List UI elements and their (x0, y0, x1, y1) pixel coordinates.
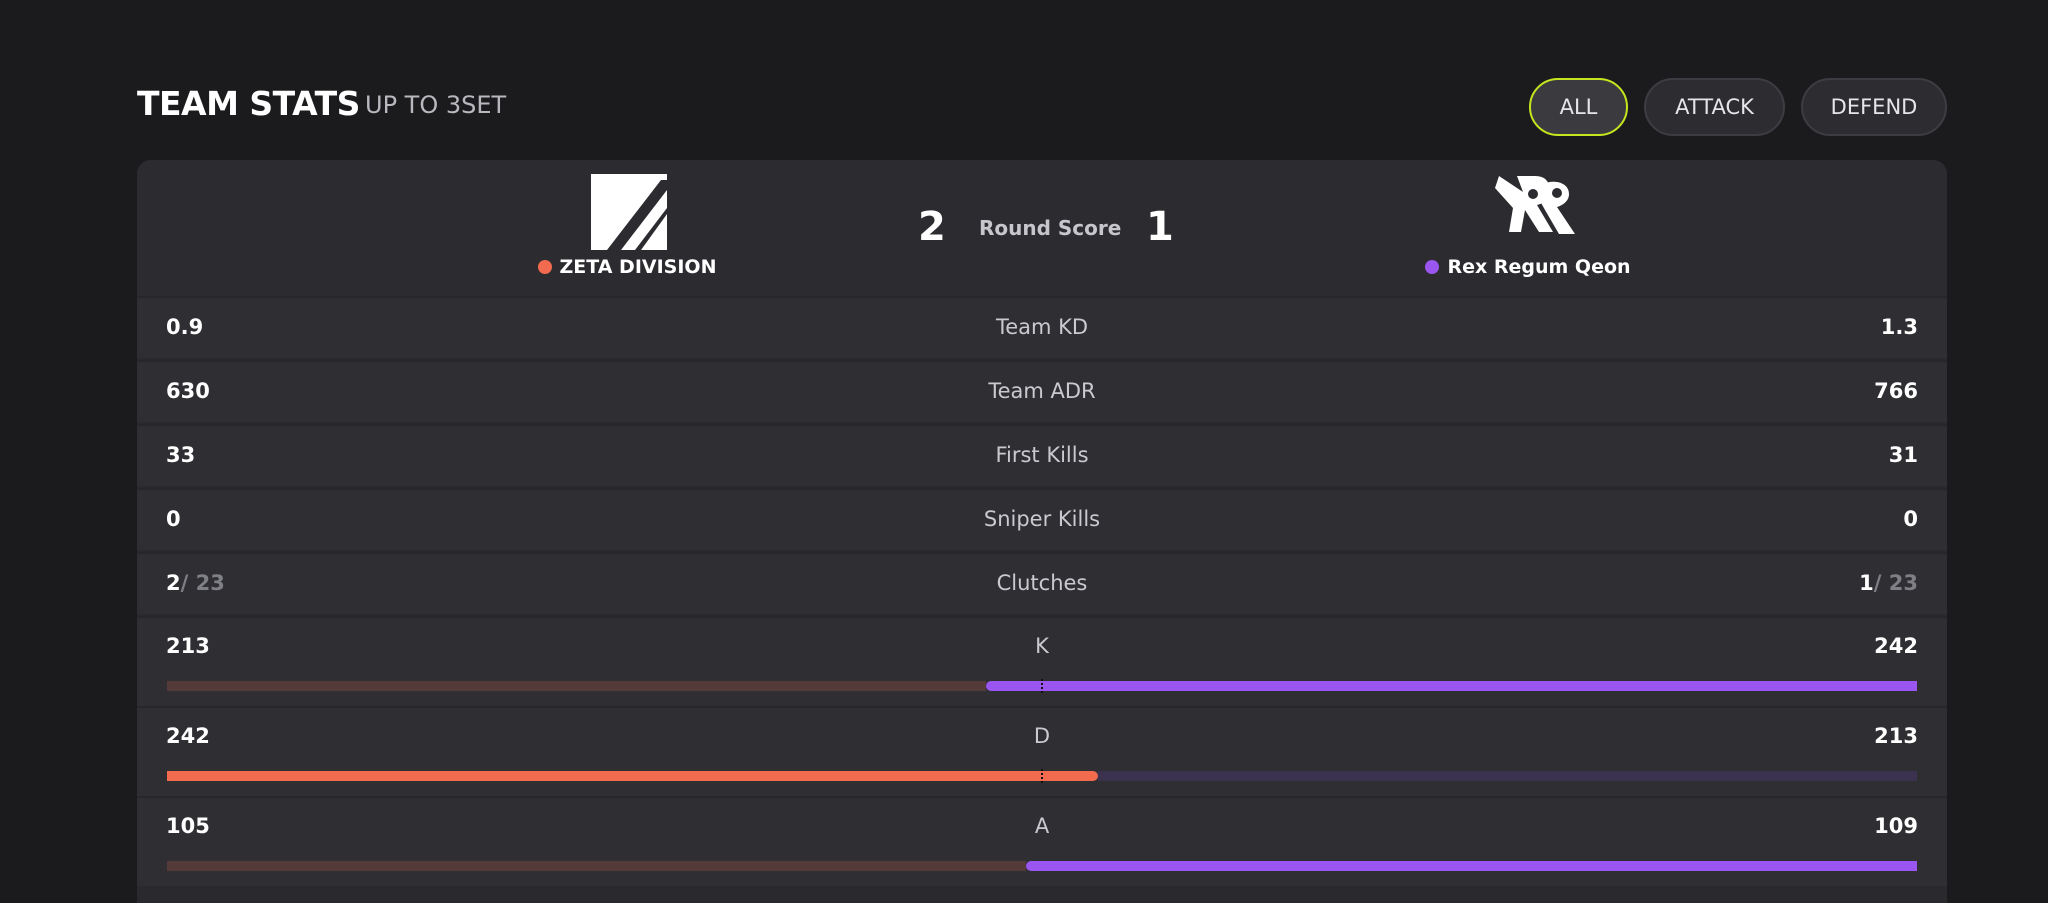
comparison-bar (167, 681, 1917, 691)
clutches-right-won: 1 (1859, 571, 1874, 595)
bar-left-segment (167, 771, 1098, 781)
team-stats-panel: ZETA DIVISION 2 Round Score 1 Rex Regum … (137, 160, 1947, 903)
bar-label: D (1033, 724, 1051, 748)
clutches-right-value: 1/ 23 (1859, 571, 1918, 595)
round-score-right: 1 (1146, 204, 1174, 250)
bar-right-value: 242 (1874, 634, 1918, 658)
team-right-name: Rex Regum Qeon (1378, 256, 1678, 278)
clutches-left-value: 2/ 23 (166, 571, 225, 595)
zeta-division-logo-icon (591, 174, 667, 250)
stat-row-first-kills: 33 First Kills 31 (137, 424, 1947, 486)
comparison-bar (167, 861, 1917, 871)
stat-right-value: 1.3 (1880, 315, 1918, 339)
round-score-left: 2 (918, 204, 946, 250)
bar-row-kills: 213 K 242 (137, 616, 1947, 706)
team-right-name-text: Rex Regum Qeon (1447, 256, 1631, 278)
stat-left-value: 0.9 (166, 315, 204, 339)
team-left-color-dot (537, 260, 552, 274)
bar-right-value: 213 (1874, 724, 1918, 748)
bar-row-deaths: 242 D 213 (137, 706, 1947, 796)
teams-header-row: ZETA DIVISION 2 Round Score 1 Rex Regum … (137, 160, 1947, 296)
bar-center-marker (1041, 679, 1043, 693)
clutches-right-total: / 23 (1873, 571, 1918, 595)
stat-right-value: 766 (1874, 379, 1918, 403)
filter-defend-button[interactable]: DEFEND (1801, 78, 1947, 136)
round-score-label: Round Score (979, 216, 1122, 240)
stat-left-value: 0 (166, 507, 181, 531)
stat-left-value: 630 (166, 379, 210, 403)
stat-row-sniper-kills: 0 Sniper Kills 0 (137, 488, 1947, 550)
stat-left-value: 33 (166, 443, 196, 467)
bar-left-value: 213 (166, 634, 210, 658)
rrq-logo-icon (1495, 176, 1575, 234)
stat-label: Team ADR (988, 379, 1096, 403)
team-left-name-text: ZETA DIVISION (559, 256, 717, 278)
stat-label: Clutches (996, 571, 1088, 595)
filter-attack-button[interactable]: ATTACK (1644, 78, 1785, 136)
team-left: ZETA DIVISION (487, 160, 767, 296)
page-title: TEAM STATS (137, 84, 360, 123)
page-subtitle: UP TO 3SET (365, 91, 507, 119)
stat-right-value: 0 (1903, 507, 1918, 531)
clutches-left-total: / 23 (180, 571, 225, 595)
team-right-color-dot (1425, 260, 1440, 274)
team-left-name: ZETA DIVISION (487, 256, 767, 278)
bar-right-segment (1098, 771, 1917, 781)
bar-label: K (1035, 634, 1049, 658)
bar-right-segment (1026, 861, 1917, 871)
bar-left-value: 242 (166, 724, 210, 748)
bar-row-assists: 105 A 109 (137, 796, 1947, 886)
comparison-bar (167, 771, 1917, 781)
bar-left-value: 105 (166, 814, 210, 838)
stat-row-team-adr: 630 Team ADR 766 (137, 360, 1947, 422)
stat-row-clutches: 2/ 23 Clutches 1/ 23 (137, 552, 1947, 614)
bar-right-segment (986, 681, 1917, 691)
side-filter-group: ALL ATTACK DEFEND (1529, 78, 1947, 136)
filter-all-button[interactable]: ALL (1529, 78, 1628, 136)
bar-left-segment (167, 681, 986, 691)
bar-center-marker (1041, 769, 1043, 783)
team-right: Rex Regum Qeon (1378, 160, 1678, 296)
stats-header: TEAM STATS UP TO 3SET ALL ATTACK DEFEND (137, 78, 1947, 142)
stat-right-value: 31 (1888, 443, 1918, 467)
bar-right-value: 109 (1874, 814, 1918, 838)
stat-label: First Kills (995, 443, 1089, 467)
stat-label: Team KD (995, 315, 1089, 339)
clutches-left-won: 2 (166, 571, 181, 595)
stat-label: Sniper Kills (983, 507, 1101, 531)
bar-label: A (1034, 814, 1050, 838)
bar-left-segment (167, 861, 1026, 871)
stat-row-team-kd: 0.9 Team KD 1.3 (137, 296, 1947, 358)
